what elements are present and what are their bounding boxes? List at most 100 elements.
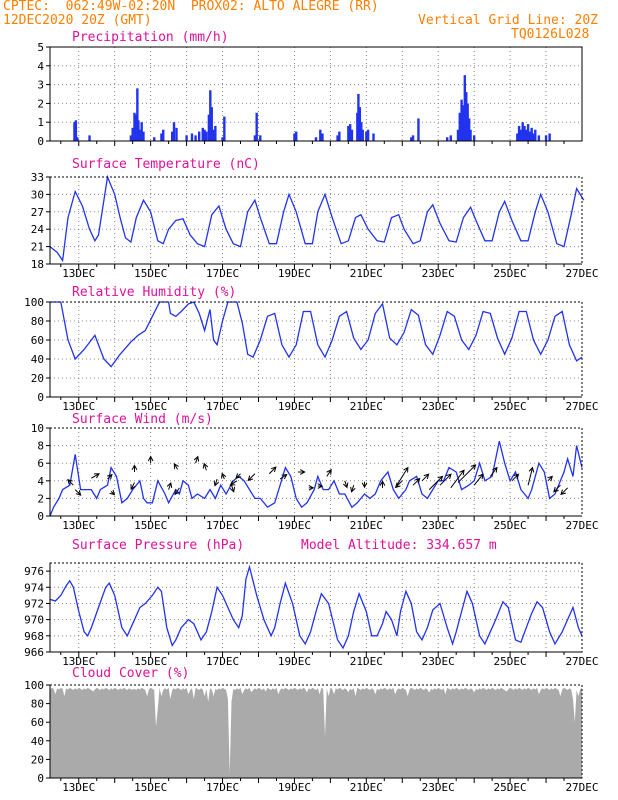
x-tick-label: 15DEC bbox=[134, 655, 167, 668]
precip-bar bbox=[88, 135, 91, 141]
panel-4 bbox=[46, 562, 583, 657]
precip-bar bbox=[129, 135, 133, 141]
y-tick-label: 18 bbox=[31, 258, 44, 271]
panel-title: Surface Pressure (hPa) bbox=[72, 538, 244, 553]
precip-bar bbox=[456, 129, 460, 141]
precip-bar bbox=[361, 129, 364, 141]
y-tick-label: 60 bbox=[31, 334, 44, 347]
panel-title: Surface Temperature (nC) bbox=[72, 157, 260, 172]
precip-bar bbox=[295, 131, 298, 141]
precip-bar bbox=[517, 125, 521, 141]
y-tick-label: 0 bbox=[37, 391, 44, 404]
precip-bar bbox=[214, 125, 217, 141]
precip-bar bbox=[521, 122, 524, 141]
precip-bar bbox=[140, 122, 143, 141]
precip-bar bbox=[466, 103, 469, 141]
precip-bar bbox=[74, 120, 78, 141]
wind-arrow-head bbox=[513, 473, 520, 480]
wind-arrow bbox=[553, 484, 561, 493]
wind-arrow bbox=[421, 473, 429, 482]
x-tick-label: 13DEC bbox=[62, 519, 95, 532]
y-tick-label: 8 bbox=[37, 440, 44, 453]
wind-arrow bbox=[195, 456, 199, 464]
precip-bar bbox=[537, 135, 541, 141]
wind-arrow-head bbox=[166, 482, 173, 489]
y-tick-label: 20 bbox=[31, 753, 44, 766]
x-tick-label: 23DEC bbox=[422, 519, 455, 532]
wind-arrow-head bbox=[478, 473, 484, 480]
precip-bar bbox=[516, 133, 519, 141]
x-tick-label: 15DEC bbox=[134, 400, 167, 413]
x-tick-label: 19DEC bbox=[278, 781, 311, 794]
wind-arrow-head bbox=[308, 485, 315, 491]
precip-bar bbox=[465, 92, 468, 141]
precip-bar bbox=[314, 137, 318, 141]
precip-bar bbox=[160, 133, 163, 141]
wind-arrow-head bbox=[470, 464, 477, 470]
wind-arrow bbox=[457, 464, 476, 483]
precip-bar bbox=[525, 129, 528, 141]
precip-bar bbox=[221, 137, 224, 141]
y-tick-label: 2 bbox=[37, 492, 44, 505]
precip-bar bbox=[462, 105, 465, 141]
wind-arrow-head bbox=[394, 482, 401, 489]
precip-bar bbox=[253, 135, 257, 141]
wind-arrow-head bbox=[147, 455, 154, 462]
precip-bar bbox=[460, 99, 463, 141]
x-tick-label: 25DEC bbox=[494, 655, 527, 668]
wind-arrow bbox=[439, 473, 452, 486]
panel-subtitle: Model Altitude: 334.657 m bbox=[301, 538, 497, 553]
y-tick-label: 972 bbox=[24, 597, 44, 610]
precip-bar bbox=[366, 129, 370, 141]
wind-arrow-head bbox=[299, 469, 306, 475]
x-tick-label: 27DEC bbox=[565, 781, 598, 794]
y-tick-label: 0 bbox=[37, 510, 44, 523]
wind-arrow bbox=[247, 473, 256, 481]
precip-bar bbox=[365, 131, 368, 141]
header-line1: CPTEC: 062:49W-02:20N PROX02: ALTO ALEGR… bbox=[3, 0, 379, 14]
x-tick-label: 27DEC bbox=[565, 655, 598, 668]
precip-bar bbox=[526, 124, 530, 141]
wind-arrow bbox=[450, 469, 465, 489]
wind-arrow bbox=[214, 478, 218, 486]
x-tick-label: 19DEC bbox=[278, 267, 311, 280]
precip-bar bbox=[223, 116, 226, 141]
y-tick-label: 80 bbox=[31, 315, 44, 328]
x-tick-label: 21DEC bbox=[350, 400, 383, 413]
y-tick-label: 40 bbox=[31, 353, 44, 366]
wind-arrow bbox=[412, 478, 421, 486]
wind-arrow bbox=[279, 474, 287, 480]
wind-arrow-head bbox=[342, 482, 349, 489]
wind-arrow bbox=[395, 480, 403, 488]
precip-bar bbox=[372, 133, 375, 141]
y-tick-label: 10 bbox=[31, 422, 44, 435]
precip-bar bbox=[201, 127, 204, 141]
wind-arrow bbox=[74, 489, 82, 496]
wind-arrow-head bbox=[317, 483, 324, 489]
x-tick-label: 17DEC bbox=[206, 655, 239, 668]
y-tick-label: 1 bbox=[37, 116, 44, 129]
y-tick-label: 0 bbox=[37, 772, 44, 785]
panel-title: Surface Wind (m/s) bbox=[72, 412, 213, 427]
precip-bar bbox=[411, 135, 415, 141]
wind-arrow-head bbox=[379, 480, 386, 486]
precip-bar bbox=[259, 135, 262, 141]
precip-bar bbox=[472, 135, 476, 141]
precip-bar bbox=[293, 133, 296, 141]
wind-arrow bbox=[168, 482, 172, 490]
wind-arrow bbox=[230, 480, 238, 486]
header-line2: 12DEC2020 20Z (GMT) bbox=[3, 13, 152, 28]
precip-bar bbox=[357, 94, 360, 141]
wind-arrow bbox=[67, 479, 74, 486]
wind-arrow-head bbox=[446, 473, 452, 480]
x-tick-label: 21DEC bbox=[350, 267, 383, 280]
y-tick-label: 80 bbox=[31, 698, 44, 711]
x-tick-label: 13DEC bbox=[62, 655, 95, 668]
wind-arrow-head bbox=[459, 469, 465, 476]
x-tick-label: 15DEC bbox=[134, 519, 167, 532]
wind-arrow-head bbox=[560, 489, 566, 496]
x-tick-label: 15DEC bbox=[134, 267, 167, 280]
precip-bar bbox=[348, 124, 352, 141]
wind-arrow bbox=[173, 463, 179, 470]
header-model-code: TQ0126L028 bbox=[511, 27, 590, 42]
